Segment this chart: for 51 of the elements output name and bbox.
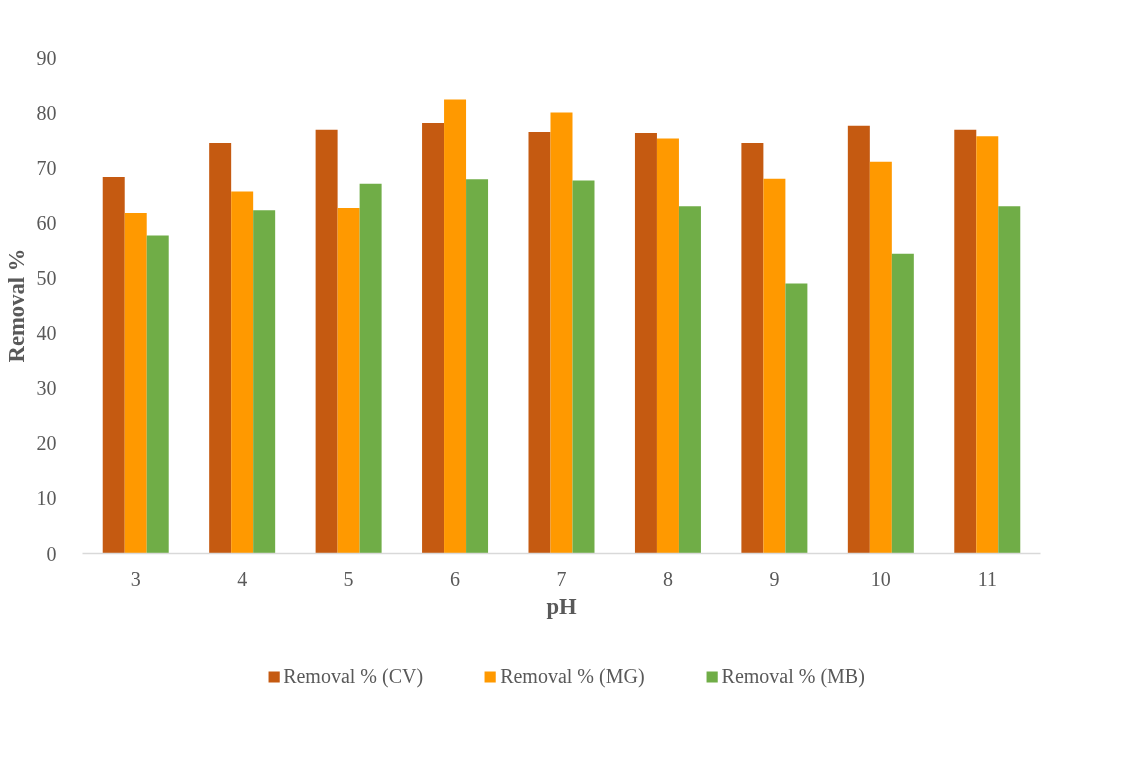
bar bbox=[444, 99, 467, 554]
x-tick-label: 10 bbox=[870, 567, 891, 590]
y-tick-label: 10 bbox=[36, 487, 57, 510]
x-tick-label: 9 bbox=[769, 567, 780, 590]
x-tick-label: 4 bbox=[237, 567, 248, 590]
bar bbox=[146, 235, 169, 554]
y-tick-label: 40 bbox=[36, 322, 57, 345]
y-tick-label: 20 bbox=[36, 432, 57, 455]
bar bbox=[550, 112, 573, 554]
bar bbox=[209, 142, 232, 554]
y-tick-label: 90 bbox=[36, 46, 57, 69]
bar bbox=[954, 129, 977, 554]
y-tick-label: 30 bbox=[36, 377, 57, 400]
x-tick-label: 6 bbox=[450, 567, 461, 590]
bar bbox=[124, 212, 147, 554]
bar bbox=[359, 183, 382, 554]
legend-label: Removal % (MB) bbox=[721, 664, 865, 688]
bar bbox=[847, 125, 870, 554]
x-tick-label: 8 bbox=[662, 567, 673, 590]
y-tick-label: 60 bbox=[36, 211, 57, 234]
y-tick-label: 70 bbox=[36, 156, 57, 179]
bar bbox=[231, 191, 254, 554]
bar bbox=[763, 178, 786, 554]
x-tick-label: 7 bbox=[556, 567, 567, 590]
bar bbox=[976, 136, 999, 554]
bar bbox=[998, 206, 1021, 554]
bar bbox=[572, 180, 595, 554]
bar bbox=[656, 138, 679, 554]
y-tick-label: 50 bbox=[36, 266, 57, 289]
x-tick-label: 3 bbox=[130, 567, 141, 590]
bar bbox=[869, 161, 892, 554]
x-tick-label: 5 bbox=[343, 567, 354, 590]
x-tick-label: 11 bbox=[977, 567, 997, 590]
bar bbox=[466, 179, 489, 554]
legend-label: Removal % (MG) bbox=[500, 664, 645, 688]
y-axis-title: Removal % bbox=[3, 248, 29, 363]
bar bbox=[634, 133, 657, 554]
bar bbox=[102, 177, 125, 554]
bar bbox=[741, 142, 764, 554]
bar bbox=[785, 283, 808, 554]
legend-label: Removal % (CV) bbox=[283, 664, 424, 688]
bar bbox=[528, 131, 551, 554]
bar bbox=[337, 207, 360, 554]
y-tick-label: 0 bbox=[46, 542, 57, 565]
bar bbox=[422, 123, 445, 554]
bar bbox=[891, 253, 914, 554]
bar bbox=[678, 206, 701, 554]
y-tick-label: 80 bbox=[36, 101, 57, 124]
bar bbox=[315, 129, 338, 554]
bar bbox=[253, 210, 276, 554]
x-axis-title: pH bbox=[546, 593, 577, 619]
